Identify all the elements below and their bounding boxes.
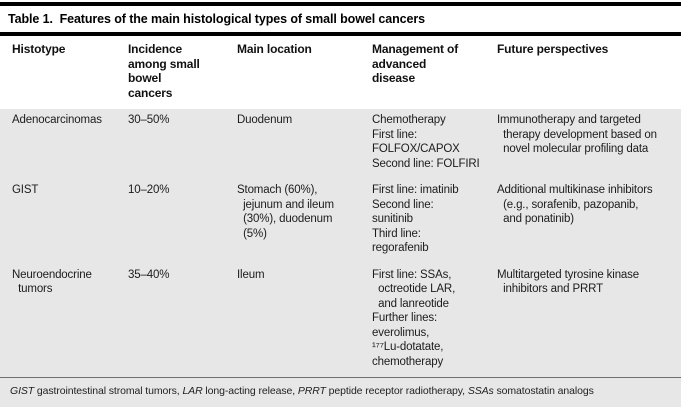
footnote-abbr-ssas: SSAs (467, 385, 494, 397)
footnote-abbr-gist: GIST (10, 385, 35, 397)
cell-location: Duodenum (237, 114, 293, 126)
table-header-row: Histotype Incidence among small bowel ca… (0, 36, 681, 109)
cell-future: Multitargeted tyrosine kinase inhibitors… (497, 268, 640, 296)
title-rule (0, 32, 681, 36)
cell-future: Additional multikinase inhibitors (e.g.,… (497, 184, 653, 225)
cell-management: First line: imatinib Second line: suniti… (372, 184, 459, 254)
top-rule (0, 2, 681, 6)
cell-incidence: 10–20% (128, 184, 170, 196)
cell-location: Stomach (60%), jejunum and ileum (30%), … (237, 184, 334, 240)
column-header-management: Management of advanced disease (372, 42, 459, 85)
footnote-text: somatostatin analogs (493, 385, 594, 397)
cell-incidence: 30–50% (128, 114, 170, 126)
footnote-text: peptide receptor radiotherapy, (325, 385, 468, 397)
cell-histotype: Adenocarcinomas (12, 114, 102, 126)
footnote-text: long-acting release, (202, 385, 298, 397)
cell-incidence: 35–40% (128, 268, 170, 281)
cell-histotype: GIST (12, 184, 39, 196)
cell-location: Ileum (237, 268, 265, 281)
footnote-abbr-prrt: PRRT (297, 385, 326, 397)
table-row-gist: GIST 10–20% Stomach (60%), jejunum and i… (0, 179, 681, 264)
table-title: Table 1. Features of the main histologic… (8, 12, 425, 26)
cell-future: Immunotherapy and targeted therapy devel… (497, 114, 657, 155)
column-header-histotype: Histotype (12, 42, 66, 56)
footnote-text: gastrointestinal stromal tumors, (34, 385, 183, 397)
table-footnote: GIST gastrointestinal stromal tumors, LA… (0, 377, 681, 407)
table-row-adenocarcinomas: Adenocarcinomas 30–50% Duodenum Chemothe… (0, 109, 681, 179)
cell-histotype: Neuroendocrine tumors (12, 268, 92, 296)
cell-management: First line: SSAs, octreotide LAR, and la… (372, 268, 456, 368)
table-1: Table 1. Features of the main histologic… (0, 2, 681, 407)
column-header-future: Future perspectives (497, 42, 609, 56)
footnote-abbr-lar: LAR (182, 385, 203, 397)
table-body: Adenocarcinomas 30–50% Duodenum Chemothe… (0, 109, 681, 377)
table-row-neuroendocrine-tumors: Neuroendocrine tumors 35–40% Ileum First… (0, 264, 681, 378)
column-header-location: Main location (237, 42, 312, 56)
cell-management: Chemotherapy First line: FOLFOX/CAPOX Se… (372, 114, 480, 170)
column-header-incidence: Incidence among small bowel cancers (128, 42, 200, 100)
